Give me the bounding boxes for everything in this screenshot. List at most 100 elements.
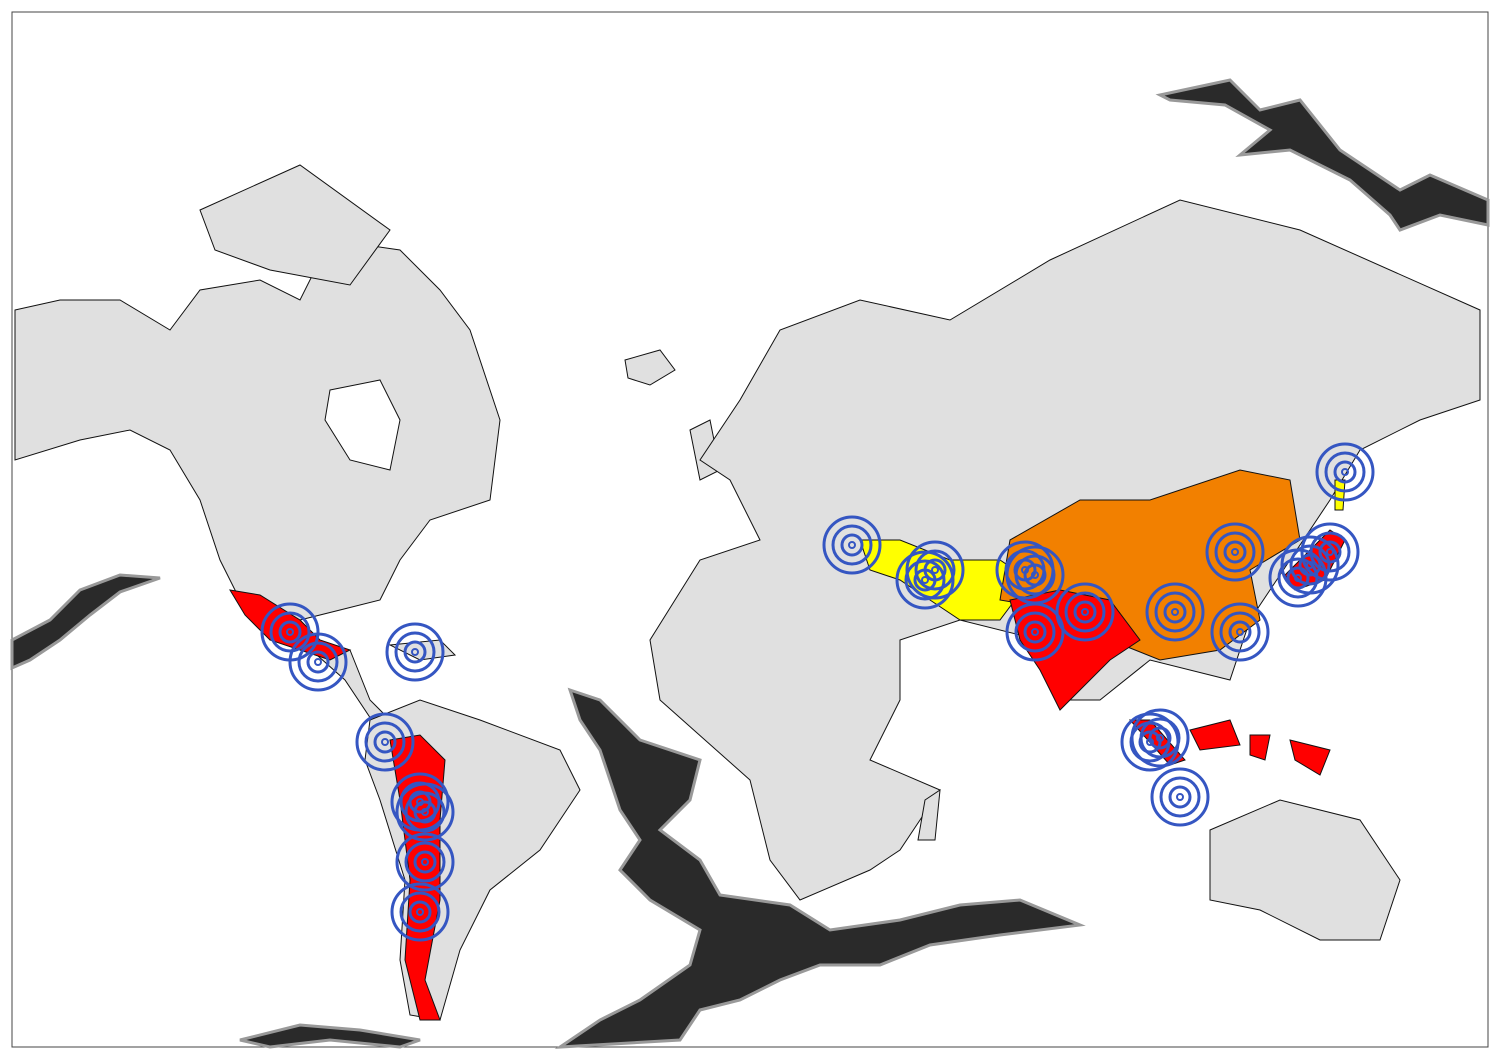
epicenter-ring bbox=[306, 650, 330, 674]
epicenter-ring bbox=[1014, 554, 1056, 596]
epicenter-ring bbox=[1324, 451, 1366, 493]
epicenter-ring bbox=[381, 738, 389, 746]
epicenters bbox=[260, 442, 1375, 942]
sakhalin bbox=[1334, 479, 1346, 511]
epicenter-ring bbox=[355, 712, 415, 772]
epicenter-ring bbox=[278, 620, 302, 644]
epicenter-ring bbox=[1031, 628, 1039, 636]
epicenter-ring bbox=[1286, 566, 1310, 590]
epicenter-ring bbox=[1005, 602, 1065, 662]
epicenter-ring bbox=[1168, 785, 1192, 809]
epicenter-ring bbox=[1130, 708, 1190, 768]
epicenter-ring bbox=[395, 782, 455, 842]
epicenter-ring bbox=[1228, 620, 1252, 644]
india bbox=[1009, 589, 1141, 711]
epicenter-ring bbox=[1023, 620, 1047, 644]
epicenter-ring bbox=[1163, 600, 1187, 624]
epicenter-ring bbox=[288, 632, 348, 692]
crack-top-right bbox=[1155, 78, 1490, 232]
borneo-java bbox=[1189, 719, 1241, 751]
hudson-bay bbox=[324, 379, 401, 471]
epicenter-ring bbox=[385, 622, 445, 682]
north-america bbox=[14, 239, 501, 641]
epicenter-ring bbox=[390, 882, 450, 942]
arctic-islands bbox=[199, 164, 391, 286]
epicenter-ring bbox=[913, 568, 937, 592]
epicenter-ring bbox=[1223, 540, 1247, 564]
epicenter-ring bbox=[364, 721, 406, 763]
epicenter-ring bbox=[1341, 468, 1349, 476]
epicenter-ring bbox=[1176, 793, 1184, 801]
epicenter-ring bbox=[1214, 531, 1256, 573]
andes-west bbox=[389, 734, 446, 1021]
epicenter-ring bbox=[1277, 557, 1319, 599]
epicenter-ring bbox=[904, 559, 946, 601]
iceland bbox=[624, 349, 676, 386]
crack-left bbox=[10, 573, 161, 671]
epicenter-ring bbox=[895, 550, 955, 610]
epicenter-ring bbox=[1150, 767, 1210, 827]
epicenter-ring bbox=[1156, 734, 1164, 742]
epicenter-ring bbox=[1145, 582, 1205, 642]
epicenter-ring bbox=[1294, 574, 1302, 582]
epicenter-ring bbox=[1333, 460, 1357, 484]
madagascar bbox=[917, 788, 941, 841]
epicenter-ring bbox=[822, 515, 882, 575]
epicenter-ring bbox=[1031, 571, 1039, 579]
epicenter-ring bbox=[1023, 563, 1047, 587]
epicenter-ring bbox=[1014, 611, 1056, 653]
epicenter-ring bbox=[1210, 602, 1270, 662]
epicenter-ring bbox=[1154, 591, 1196, 633]
cracks bbox=[10, 78, 1490, 1049]
epicenter-ring bbox=[421, 858, 429, 866]
epicenter-ring bbox=[1171, 608, 1179, 616]
epicenter-ring bbox=[413, 800, 437, 824]
epicenter-ring bbox=[914, 549, 956, 591]
epicenter-ring bbox=[1064, 591, 1106, 633]
epicenter-ring bbox=[403, 640, 427, 664]
epicenter-ring bbox=[416, 908, 424, 916]
epicenter-ring bbox=[413, 850, 437, 874]
epicenter-ring bbox=[1315, 442, 1375, 502]
epicenter-ring bbox=[1298, 553, 1322, 577]
epicenter-ring bbox=[1055, 582, 1115, 642]
epicenter-ring bbox=[921, 576, 929, 584]
epicenter-ring bbox=[1159, 776, 1201, 818]
epicenter-ring bbox=[831, 524, 873, 566]
epicenter-ring bbox=[1205, 522, 1265, 582]
crack-center bbox=[554, 687, 1086, 1049]
epicenter-ring bbox=[408, 900, 432, 924]
sulawesi bbox=[1249, 734, 1271, 761]
epicenter-ring bbox=[905, 540, 965, 600]
epicenter-ring bbox=[848, 541, 856, 549]
epicenter-ring bbox=[373, 730, 397, 754]
epicenter-ring bbox=[286, 628, 294, 636]
epicenter-ring bbox=[399, 891, 441, 933]
epicenter-ring bbox=[404, 791, 446, 833]
epicenter-ring bbox=[1231, 548, 1239, 556]
epicenter-ring bbox=[1326, 548, 1334, 556]
epicenter-ring bbox=[1289, 544, 1331, 586]
epicenter-ring bbox=[1300, 522, 1360, 582]
epicenter-ring bbox=[1268, 548, 1328, 608]
epicenter-ring bbox=[404, 841, 446, 883]
australia bbox=[1209, 799, 1401, 941]
epicenter-ring bbox=[840, 533, 864, 557]
epicenter-ring bbox=[931, 566, 939, 574]
epicenter-ring bbox=[1148, 726, 1172, 750]
epicenter-ring bbox=[314, 658, 322, 666]
epicenter-ring bbox=[1236, 628, 1244, 636]
epicenter-ring bbox=[1081, 608, 1089, 616]
epicenter-ring bbox=[411, 648, 419, 656]
new-guinea bbox=[1289, 739, 1331, 776]
epicenter-ring bbox=[297, 641, 339, 683]
epicenter-ring bbox=[1073, 600, 1097, 624]
epicenter-ring bbox=[1219, 611, 1261, 653]
epicenter-ring bbox=[1139, 717, 1181, 759]
epicenter-ring bbox=[394, 631, 436, 673]
crack-bottom-left bbox=[239, 1023, 421, 1049]
epicenter-ring bbox=[269, 611, 311, 653]
epicenter-ring bbox=[395, 832, 455, 892]
